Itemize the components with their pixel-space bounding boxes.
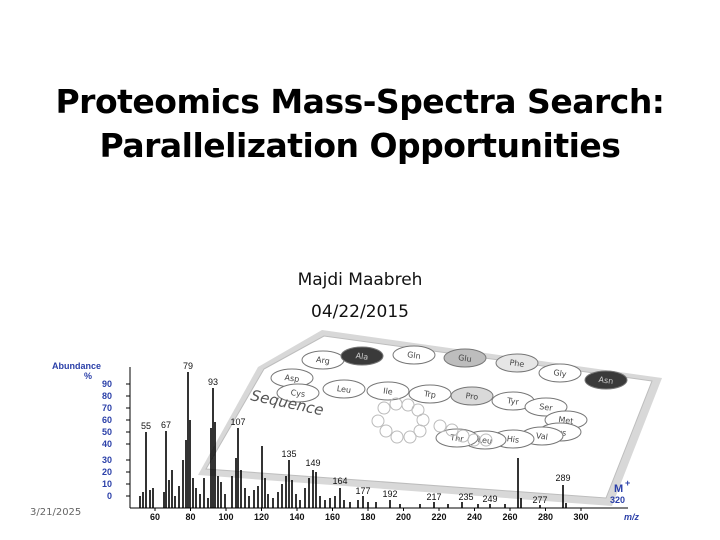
x-tick-label: 100 bbox=[218, 512, 233, 522]
presentation-date: 04/22/2015 bbox=[311, 302, 409, 322]
title-line-2: Parallelization Opportunities bbox=[99, 126, 621, 165]
footer-date: 3/21/2025 bbox=[30, 507, 82, 518]
peak-label: 55 bbox=[141, 421, 151, 431]
x-tick-label: 160 bbox=[325, 512, 340, 522]
amino-acid-label: Thr bbox=[449, 433, 465, 444]
peak-label: 217 bbox=[426, 492, 441, 502]
x-tick-label: 260 bbox=[502, 512, 517, 522]
amino-acid-oval bbox=[322, 379, 366, 399]
y-axis-title: Abundance bbox=[52, 361, 101, 371]
y-axis-unit: % bbox=[84, 371, 92, 381]
amino-acid-label: Cys bbox=[290, 388, 306, 399]
amino-acid-label: Ser bbox=[539, 402, 554, 413]
amino-acid-oval bbox=[276, 383, 320, 403]
y-tick-label: 80 bbox=[102, 391, 112, 401]
x-tick-label: 80 bbox=[185, 512, 195, 522]
amino-acid-oval bbox=[340, 346, 384, 366]
peak-label: 277 bbox=[532, 495, 547, 505]
peak-label: 192 bbox=[382, 489, 397, 499]
y-tick-label: 20 bbox=[102, 467, 112, 477]
amino-acid-label: Glu bbox=[458, 353, 473, 364]
peak-label: 235 bbox=[458, 492, 473, 502]
x-axis-label: m/z bbox=[624, 512, 640, 522]
amino-acid-oval bbox=[584, 370, 628, 390]
amino-acid-label: Gln bbox=[407, 350, 422, 361]
peak-label: 149 bbox=[305, 458, 320, 468]
x-tick-label: 180 bbox=[360, 512, 375, 522]
y-tick-label: 60 bbox=[102, 415, 112, 425]
amino-acid-label: Phe bbox=[509, 358, 525, 369]
peak-label: 164 bbox=[332, 476, 347, 486]
amino-acid-label: Ile bbox=[383, 386, 394, 396]
amino-acid-label: Leu bbox=[477, 435, 492, 446]
amino-acid-label: Leu bbox=[336, 384, 351, 395]
y-tick-label: 40 bbox=[102, 439, 112, 449]
spectrum-bars bbox=[139, 372, 567, 508]
amino-acid-oval bbox=[538, 363, 582, 383]
amino-acid-label: Pro bbox=[465, 391, 479, 402]
peak-label: 249 bbox=[482, 494, 497, 504]
residue-swirl bbox=[371, 397, 493, 447]
amino-acid-label: Tyr bbox=[506, 396, 520, 407]
amino-acid-label: Trp bbox=[422, 389, 436, 400]
amino-acid-oval bbox=[443, 348, 487, 368]
peak-label: 79 bbox=[183, 361, 193, 371]
x-tick-label: 280 bbox=[538, 512, 553, 522]
amino-acid-label: Ala bbox=[355, 351, 369, 362]
x-tick-label: 200 bbox=[396, 512, 411, 522]
author-name: Majdi Maabreh bbox=[297, 270, 423, 290]
molecular-ion-label: M bbox=[614, 483, 623, 495]
peak-label: 107 bbox=[230, 417, 245, 427]
amino-acid-label: Asn bbox=[598, 375, 614, 386]
amino-acid-label: Arg bbox=[316, 355, 331, 366]
x-tick-label: 60 bbox=[150, 512, 160, 522]
amino-acid-oval bbox=[366, 381, 410, 401]
amino-acid-label: Val bbox=[535, 431, 548, 442]
x-tick-label: 120 bbox=[254, 512, 269, 522]
y-tick-label: 10 bbox=[102, 479, 112, 489]
peak-label: 67 bbox=[161, 420, 171, 430]
peak-label: 177 bbox=[355, 486, 370, 496]
x-tick-label: 140 bbox=[289, 512, 304, 522]
amino-acid-label: Asp bbox=[284, 373, 300, 384]
peak-label: 135 bbox=[281, 449, 296, 459]
title-line-1: Proteomics Mass-Spectra Search: bbox=[55, 82, 665, 121]
y-tick-label: 0 bbox=[107, 491, 112, 501]
amino-acid-oval bbox=[450, 386, 494, 406]
slide-subtitle: Majdi Maabreh 04/22/2015 bbox=[160, 264, 560, 328]
amino-acid-label: Met bbox=[558, 415, 574, 426]
molecular-ion-plus: + bbox=[625, 478, 630, 488]
y-tick-label: 30 bbox=[102, 455, 112, 465]
y-tick-label: 70 bbox=[102, 403, 112, 413]
amino-acid-oval bbox=[495, 353, 539, 373]
y-tick-label: 90 bbox=[102, 379, 112, 389]
x-tick-label: 240 bbox=[467, 512, 482, 522]
slide-title: Proteomics Mass-Spectra Search: Parallel… bbox=[40, 80, 680, 168]
amino-acid-oval bbox=[392, 345, 436, 365]
peak-label: 93 bbox=[208, 377, 218, 387]
peak-label: 289 bbox=[555, 473, 570, 483]
sequence-card: Arg Ala Gln Glu Phe Gly Asp Cys Leu Ile Trp Pro Tyr S… bbox=[198, 330, 662, 506]
y-tick-label: 50 bbox=[102, 427, 112, 437]
amino-acid-label: His bbox=[506, 434, 520, 445]
molecular-ion-value: 320 bbox=[610, 495, 625, 505]
amino-acid-label: Gly bbox=[553, 368, 568, 379]
x-tick-label: 300 bbox=[573, 512, 588, 522]
x-tick-label: 220 bbox=[431, 512, 446, 522]
